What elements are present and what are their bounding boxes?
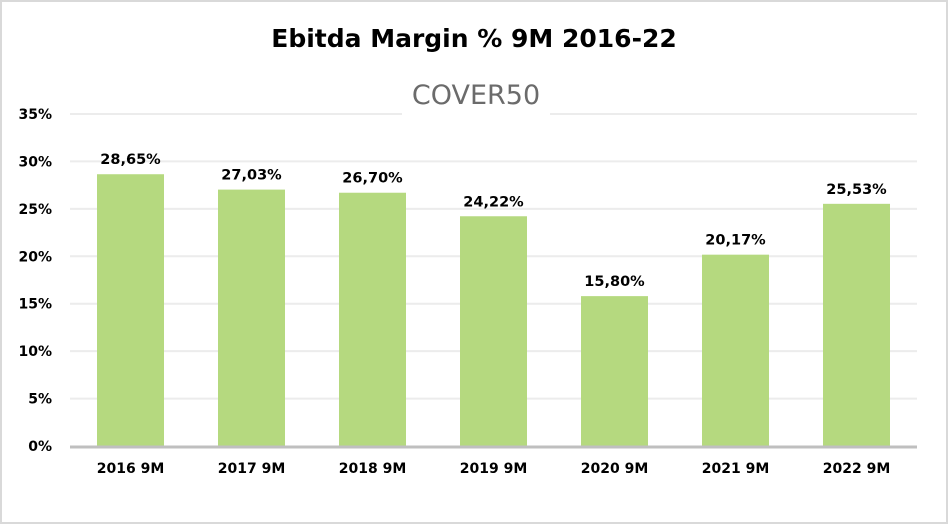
data-label: 24,22%: [463, 194, 524, 210]
bar-2022-9m: [823, 203, 890, 446]
bar-2017-9m: [218, 189, 285, 446]
x-tick-label: 2020 9M: [581, 461, 649, 477]
y-tick-label: 25%: [18, 202, 52, 218]
y-tick-label: 15%: [18, 297, 52, 313]
x-tick-label: 2018 9M: [339, 461, 407, 477]
data-label: 26,70%: [342, 171, 403, 187]
bar-2019-9m: [460, 216, 527, 446]
y-tick-label: 20%: [18, 249, 52, 265]
data-label: 20,17%: [705, 233, 766, 249]
watermark-logo: COVER50: [412, 80, 540, 111]
chart-title: Ebitda Margin % 9M 2016-22: [271, 24, 676, 53]
bar-2018-9m: [339, 192, 406, 446]
x-tick-label: 2016 9M: [97, 461, 165, 477]
y-tick-label: 10%: [18, 344, 52, 360]
data-label: 27,03%: [221, 168, 282, 184]
bar-2020-9m: [581, 296, 648, 446]
y-tick-label: 0%: [28, 439, 52, 455]
bar-2021-9m: [702, 254, 769, 446]
x-tick-label: 2022 9M: [823, 461, 891, 477]
x-tick-label: 2017 9M: [218, 461, 286, 477]
data-label: 28,65%: [100, 152, 161, 168]
watermark-background: [402, 72, 550, 120]
y-tick-label: 35%: [18, 107, 52, 123]
data-label: 25,53%: [826, 182, 887, 198]
y-tick-label: 5%: [28, 392, 52, 408]
data-label: 15,80%: [584, 274, 645, 290]
x-tick-label: 2021 9M: [702, 461, 770, 477]
y-tick-label: 30%: [18, 154, 52, 170]
bar-2016-9m: [97, 174, 164, 446]
x-tick-label: 2019 9M: [460, 461, 528, 477]
